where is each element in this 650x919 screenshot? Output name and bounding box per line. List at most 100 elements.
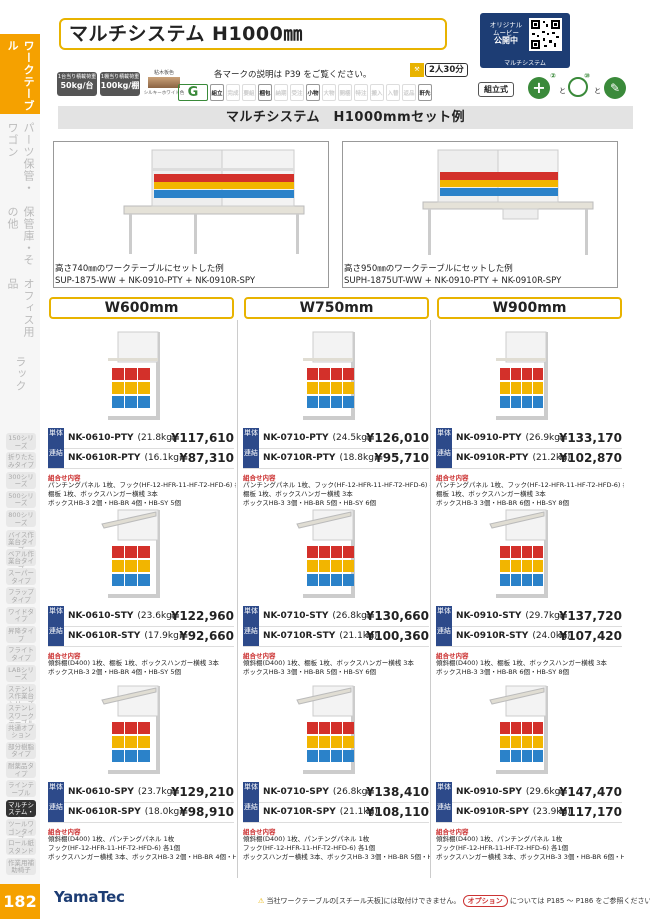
product-code: NK-0710-PTY (24.5kg) [263, 433, 371, 443]
tool-size-2: ⑩ [584, 72, 590, 80]
single-tag: 単体 [48, 428, 64, 448]
sidebar-sub-item[interactable]: バイス作業台タイプ [6, 529, 36, 553]
product-price: ¥147,470 [558, 785, 622, 799]
sidebar-sub-item[interactable]: 500シリーズ [6, 490, 36, 508]
sidebar-sub-item[interactable]: 昇降タイプ [6, 626, 36, 643]
sidebar-sub-item[interactable]: 150シリーズ [6, 433, 36, 450]
product-price: ¥137,720 [558, 609, 622, 623]
column-divider-2 [430, 320, 431, 878]
product-weight: (23.9kg) [532, 807, 571, 817]
product-code-text: NK-0710R-STY [263, 631, 336, 641]
load-badge-shelf: 1棚当り積載荷重 100kg/棚 [100, 72, 140, 96]
mark-badge: G [178, 84, 208, 101]
product-weight: (21.8kg) [137, 433, 176, 443]
sidebar-sub-item[interactable]: 300シリーズ [6, 471, 36, 489]
product-weight: (23.6kg) [137, 611, 176, 621]
product-code-text: NK-0610-STY [68, 611, 134, 621]
product-price: ¥100,360 [365, 629, 429, 643]
qr-line3: 公開中 [494, 36, 518, 45]
product-image [303, 331, 355, 420]
sidebar-sub-item[interactable]: マルチシステム・棚 [6, 799, 36, 823]
product-weight: (29.6kg) [525, 787, 564, 797]
sidebar-sub-item[interactable]: LABシリーズ [6, 664, 36, 682]
product-image [296, 685, 355, 774]
sidebar-tab-worktable[interactable]: ワークテーブル [0, 34, 40, 114]
sidebar-sub-item[interactable]: ベアル作業台タイプ [6, 548, 36, 573]
qr-code-icon[interactable] [529, 18, 562, 51]
sidebar-sub-item[interactable]: ツールワゴンタイプ [6, 819, 36, 843]
single-tag: 単体 [243, 606, 259, 626]
sidebar-sub-item[interactable]: 作業用補助椅子 [6, 857, 36, 875]
combo-line: 傾斜棚(D400) 1枚、パンチングパネル 1枚 [48, 835, 175, 843]
sidebar-tab-office[interactable]: オフィス用品 [6, 278, 35, 338]
sidebar-sub-item[interactable]: ステンレスワークテーブル [6, 703, 36, 727]
product-code: NK-0910R-PTY (21.2kg) [456, 453, 570, 463]
load-badge-unit-value: 50kg/台 [60, 81, 94, 90]
combo-line: 傾斜棚(D400) 1枚、パンチングパネル 1枚 [243, 835, 370, 843]
mark-badge: 完成 [226, 84, 240, 101]
product-code-text: NK-0710R-SPY [263, 807, 336, 817]
product-code: NK-0910R-SPY (23.9kg) [456, 807, 571, 817]
color-swatch [148, 77, 180, 88]
product-weight: (24.5kg) [332, 433, 371, 443]
sidebar-sub-item[interactable]: フライトタイプ [6, 645, 36, 663]
width-heading: W750mm [244, 297, 429, 319]
combo-line: 棚板 1枚、ボックスハンガー横桟 3本 [243, 490, 353, 498]
sidebar-sub-item[interactable]: ラインテーブル [6, 780, 36, 798]
sidebar-tab-parts[interactable]: パーツ保管・ワゴン [6, 122, 35, 194]
option-badge[interactable]: オプション [462, 895, 508, 907]
load-badge-unit: 1台当り積載荷重 50kg/台 [57, 72, 97, 96]
product-image [296, 509, 355, 598]
load-badge-unit-label: 1台当り積載荷重 [57, 74, 97, 80]
product-weight: (21.1kg) [339, 631, 378, 641]
product-code-text: NK-0610-PTY [68, 433, 134, 443]
page-number: 182 [0, 884, 40, 919]
qr-label: オリジナル ムービー 公開中 [486, 21, 526, 45]
product-code-text: NK-0710-PTY [263, 433, 329, 443]
tool-and-1: と [559, 87, 566, 95]
warning-icon: ⚠ [258, 897, 265, 905]
combo-line: 傾斜棚(D400) 1枚、棚板 1枚、ボックスハンガー横桟 3本 [48, 659, 219, 667]
sidebar-sub-item[interactable]: 折りたたみタイプ [6, 452, 36, 470]
assembly-badge: 組立式 [478, 82, 514, 97]
row-divider [243, 822, 429, 823]
mark-badge: 軒先 [418, 84, 432, 101]
qr-caption: マルチシステム [504, 60, 546, 67]
row-divider [243, 448, 429, 449]
yamatec-logo: YamaTec [54, 888, 125, 906]
combo-heading: 組合せ内容 [436, 474, 469, 482]
linked-tag: 連結 [48, 626, 64, 646]
product-code: NK-0610R-PTY (16.1kg) [68, 453, 182, 463]
product-price: ¥92,660 [179, 629, 234, 643]
sidebar-sub-item[interactable]: 耐薬品タイプ [6, 761, 36, 779]
product-code-text: NK-0910-SPY [456, 787, 522, 797]
sidebar-sub-item[interactable]: ロール紙スタンド [6, 838, 36, 856]
sidebar-sub-item[interactable]: 共通オプション [6, 722, 36, 740]
product-weight: (17.9kg) [144, 631, 183, 641]
sidebar-sub-item[interactable]: 部分樹脂タイプ [6, 741, 36, 759]
combo-line: 棚板 1枚、ボックスハンガー横桟 3本 [48, 490, 158, 498]
mark-badge: 要組 [242, 84, 256, 101]
mark-badge: 開梱 [338, 84, 352, 101]
combo-line: ボックスハンガー横桟 3本、ボックスHB-3 3個・HB-BR 6個・HB-SY… [436, 853, 624, 861]
product-code-text: NK-0910-PTY [456, 433, 522, 443]
sidebar-sub-item[interactable]: ワイドタイプ [6, 606, 36, 624]
sidebar-sub-item[interactable]: 800シリーズ [6, 510, 36, 528]
single-tag: 単体 [48, 782, 64, 802]
product-code: NK-0610R-STY (17.9kg) [68, 631, 182, 641]
movie-qr-panel[interactable]: オリジナル ムービー 公開中 マルチシステム [480, 13, 570, 68]
product-price: ¥122,960 [170, 609, 234, 623]
row-divider [436, 646, 622, 647]
sidebar-sub-item[interactable]: フラップタイプ [6, 587, 36, 605]
sidebar-sub-item[interactable]: スーパータイプ [6, 568, 36, 586]
example-740-image [123, 149, 305, 254]
sidebar-sub-item[interactable]: ステンレス作業台シリーズ [6, 683, 36, 708]
sidebar-tab-storage[interactable]: 保管庫・その他 [6, 206, 35, 266]
wrench-icon [568, 77, 588, 97]
example-950: 高さ950㎜のワークテーブルにセットした例 SUPH-1875UT-WW + N… [342, 141, 618, 288]
linked-tag: 連結 [436, 626, 452, 646]
product-code: NK-0610-SPY (23.7kg) [68, 787, 176, 797]
sidebar-tab-rack[interactable]: ラック [14, 356, 27, 392]
work-icon: ⚒ [410, 63, 424, 77]
product-weight: (21.2kg) [532, 453, 571, 463]
